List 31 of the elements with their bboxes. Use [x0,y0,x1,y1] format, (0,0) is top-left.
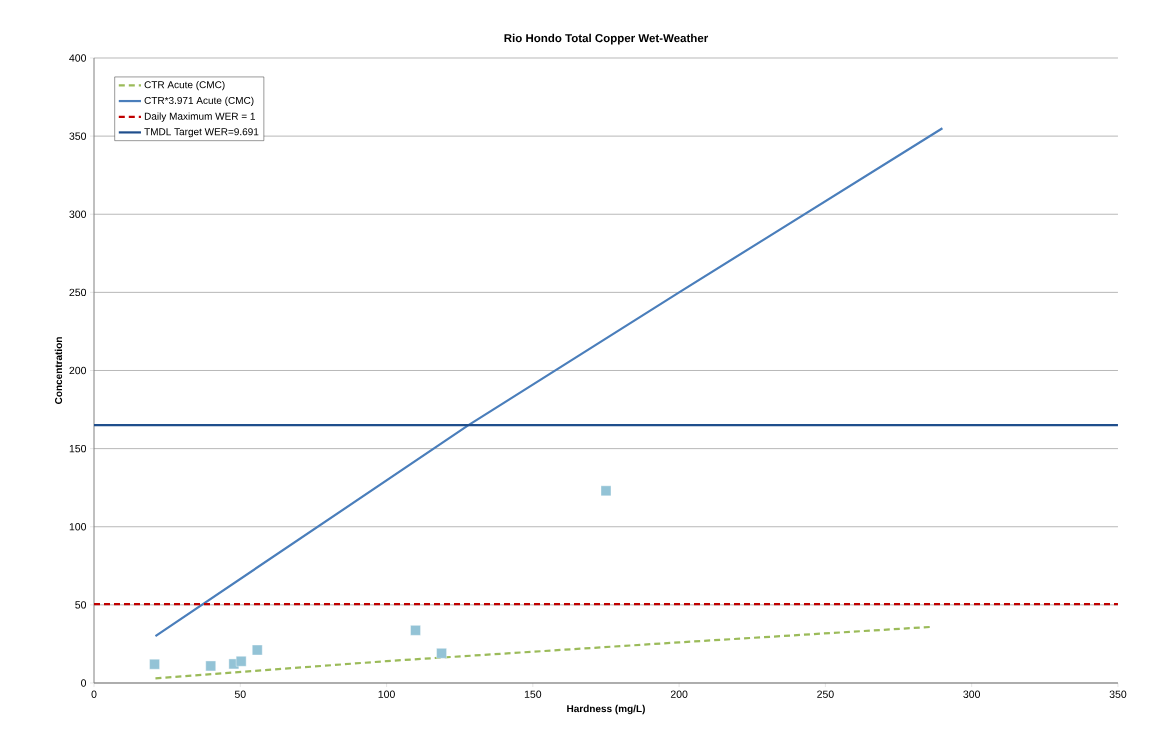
x-tick-label: 250 [817,690,834,698]
x-tick-label: 50 [234,690,246,698]
point [149,659,160,670]
x-tick-label: 350 [1109,690,1127,698]
point [235,656,247,667]
y-tick-label: 200 [69,366,87,375]
y-tick-label: 0 [81,679,87,687]
y-tick-label: 50 [75,601,87,609]
point [436,648,447,659]
y-tick-label: 250 [69,288,87,297]
point [205,660,216,672]
point [252,644,263,656]
legend-label: CTR*3.971 Acute (CMC) [144,96,254,106]
x-axis-title: Hardness (mg/L) [567,704,645,715]
legend-label: TMDL Target WER=9.691 [144,128,259,138]
y-tick-label: 350 [69,132,87,140]
legend-label: CTR Acute (CMC) [144,80,225,91]
x-tick-label: 0 [91,690,97,698]
y-tick-label: 300 [69,210,87,218]
x-tick-label: 150 [524,690,542,698]
chart-title: Rio Hondo Total Copper Wet-Weather [504,33,709,45]
y-axis-title: Concentration [54,337,63,404]
x-tick-label: 200 [670,690,688,698]
x-tick-label: 100 [378,690,395,698]
y-tick-label: 400 [69,54,87,62]
point [410,625,421,636]
point [600,485,612,496]
y-tick-label: 100 [69,523,87,531]
y-tick-label: 150 [69,444,87,453]
legend-label: Daily Maximum WER = 1 [144,112,255,122]
x-tick-label: 300 [963,690,981,698]
